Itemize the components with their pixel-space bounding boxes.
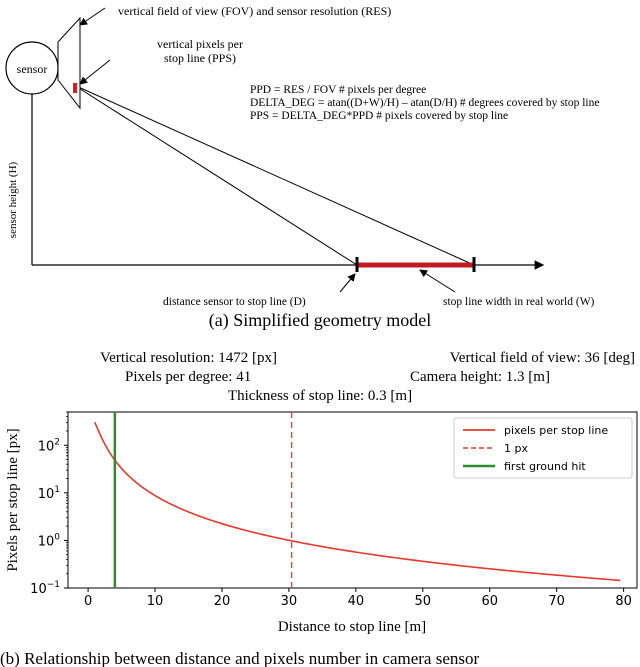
- caption-b: (b) Relationship between distance and pi…: [0, 649, 479, 667]
- x-axis-label: Distance to stop line [m]: [278, 619, 426, 635]
- y-tick-label: 10−1: [30, 580, 60, 597]
- pps-arrow: [79, 59, 111, 85]
- pps-label-line2: stop line (PPS): [164, 51, 236, 65]
- y-tick-label: 102: [38, 437, 60, 454]
- ray-near: [73, 84, 358, 266]
- fov-trapezoid: [57, 16, 81, 110]
- legend-label-1px: 1 px: [504, 442, 528, 455]
- param-thickness: Thickness of stop line: 0.3 [m]: [227, 388, 413, 404]
- param-height: Camera height: 1.3 [m]: [410, 369, 550, 385]
- x-tick-label: 70: [548, 594, 565, 609]
- legend-label-ground-hit: first ground hit: [504, 460, 586, 473]
- legend-label-pps: pixels per stop line: [504, 424, 608, 437]
- legend-box: [453, 417, 633, 479]
- width-arrow: [419, 269, 456, 293]
- params-block: Vertical resolution: 1472 [px] Vertical …: [0, 350, 640, 410]
- pps-label-line1: vertical pixels per: [157, 37, 243, 51]
- y-tick-label: 101: [38, 485, 60, 502]
- height-label: sensor height (H): [7, 161, 19, 238]
- series-pixels-per-stop-line: [94, 421, 621, 582]
- x-tick-label: 80: [615, 594, 632, 609]
- x-tick-label: 60: [481, 594, 498, 609]
- pixels-per-stop-line-chart: 0 10 20 30 40 50 60 70 80 10−1 100 101 102 pixels pe…: [0, 411, 638, 667]
- ray-far: [73, 84, 475, 266]
- y-axis-label: Pixels per stop line [px]: [5, 428, 21, 571]
- param-ppd: Pixels per degree: 41: [125, 369, 252, 385]
- x-tick-label: 20: [214, 594, 231, 609]
- pixel-marker: [73, 83, 77, 93]
- caption-a: (a) Simplified geometry model: [209, 310, 431, 330]
- sensor-label: sensor: [17, 62, 48, 76]
- param-vfov: Vertical field of view: 36 [deg]: [449, 350, 635, 366]
- y-tick-label: 100: [38, 532, 61, 549]
- legend: pixels per stop line 1 px first ground h…: [453, 417, 633, 479]
- distance-arrow: [339, 273, 356, 293]
- x-tick-label: 10: [147, 594, 164, 609]
- formula-3: PPS = DELTA_DEG*PPD # pixels covered by …: [250, 110, 508, 122]
- sensor-circle: [5, 41, 59, 95]
- fov-arrow: [79, 7, 106, 26]
- distance-label: distance sensor to stop line (D): [163, 296, 306, 308]
- geometry-diagram: sensor vertical field of view (FOV) and …: [5, 4, 600, 330]
- formula-2: DELTA_DEG = atan((D+W)/H) – atan(D/H) # …: [250, 97, 600, 109]
- x-tick-label: 50: [415, 594, 432, 609]
- x-tick-label: 30: [281, 594, 298, 609]
- width-label: stop line width in real world (W): [443, 296, 595, 308]
- param-vres: Vertical resolution: 1472 [px]: [100, 350, 278, 366]
- formula-1: PPD = RES / FOV # pixels per degree: [250, 84, 426, 96]
- fov-label: vertical field of view (FOV) and sensor …: [118, 4, 391, 18]
- x-tick-label: 40: [348, 594, 365, 609]
- x-tick-label: 0: [84, 594, 92, 609]
